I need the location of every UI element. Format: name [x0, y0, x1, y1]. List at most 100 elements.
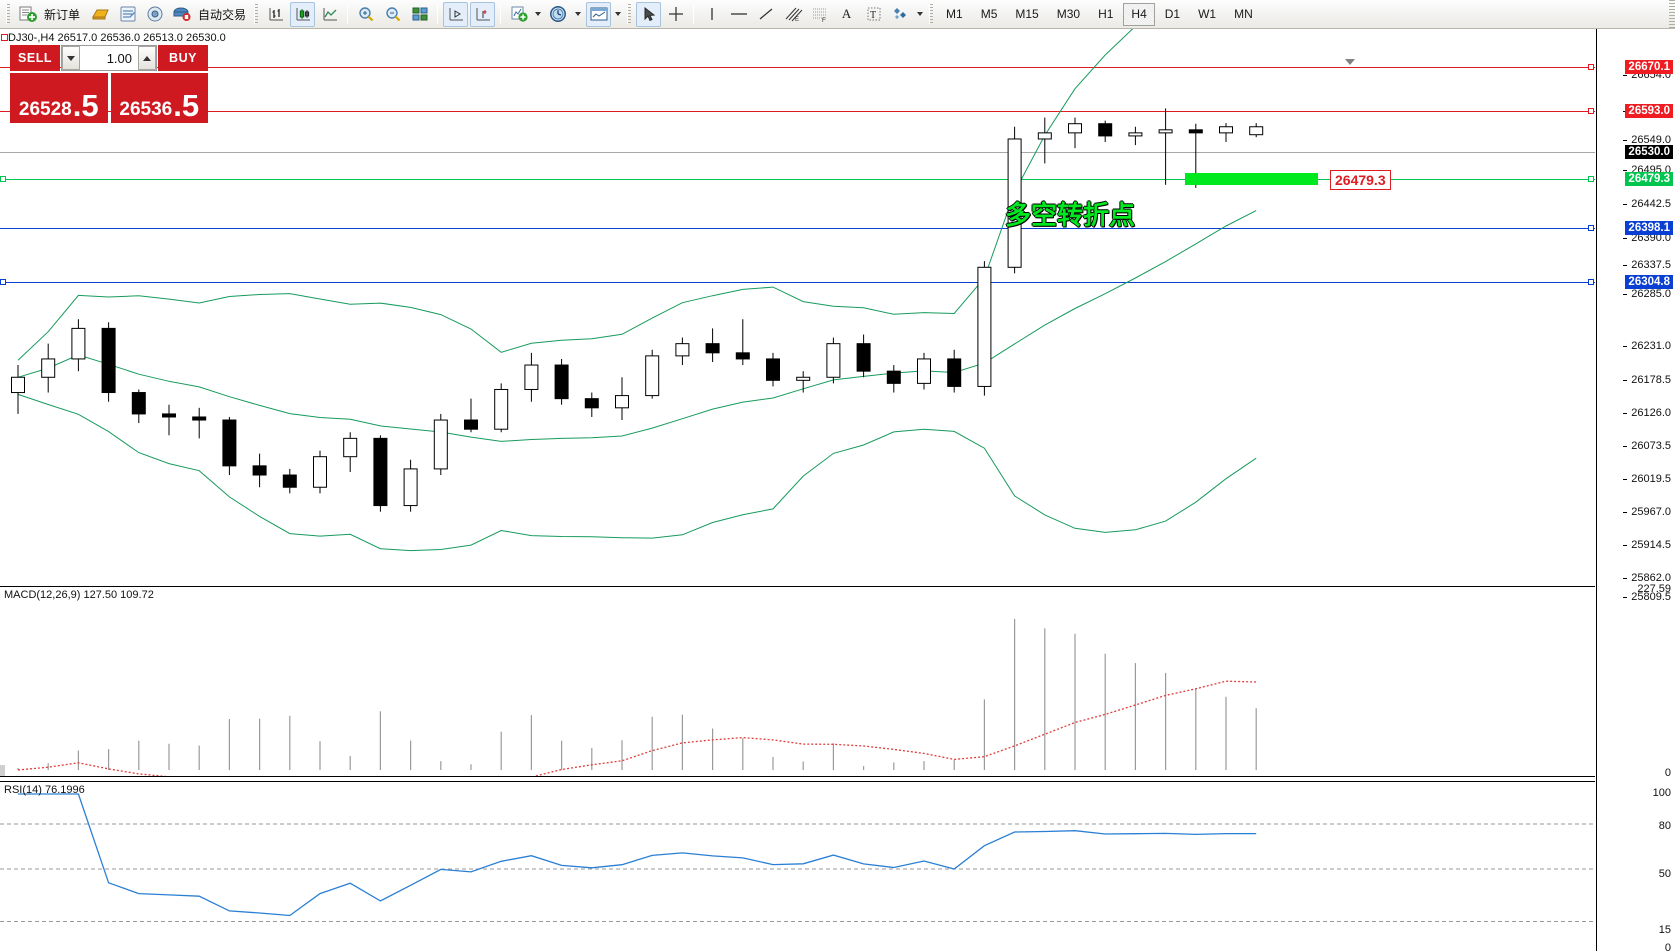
- tile-windows-icon[interactable]: [407, 2, 432, 27]
- cursor-icon[interactable]: [636, 1, 662, 27]
- timeframe-w1[interactable]: W1: [1198, 7, 1217, 21]
- candle: [1158, 108, 1173, 185]
- trendline-icon[interactable]: [753, 2, 778, 27]
- price-tick: 26337.5: [1623, 259, 1671, 271]
- autotrading-label[interactable]: 自动交易: [198, 7, 247, 22]
- candle: [101, 322, 116, 402]
- crosshair-icon[interactable]: [663, 2, 688, 27]
- timeframe-m1[interactable]: M1: [946, 7, 963, 21]
- candle: [524, 352, 539, 402]
- price-tag-26479[interactable]: 26479.3: [1330, 170, 1391, 190]
- add-indicator-dropdown-caret[interactable]: [535, 12, 542, 16]
- timeframe-d1[interactable]: D1: [1164, 7, 1181, 21]
- price-line-26593[interactable]: [0, 111, 1595, 112]
- volume-decrease-button[interactable]: [62, 46, 80, 70]
- price-line-26479-ask[interactable]: [0, 179, 1595, 180]
- svg-text:F: F: [822, 18, 826, 22]
- add-indicator-icon[interactable]: [506, 2, 531, 27]
- gold-bar-icon[interactable]: [88, 2, 113, 27]
- rsi-tick: 0: [1664, 767, 1671, 779]
- price-line-handle-26398[interactable]: [1588, 225, 1594, 231]
- timeframe-m15[interactable]: M15: [1015, 7, 1039, 21]
- rsi-tick: 80: [1658, 820, 1671, 832]
- one-click-trading-panel[interactable]: SELL 1.00 BUY 26528 .5 26536 .5: [10, 45, 208, 123]
- rsi-line: [18, 793, 1257, 917]
- timeframe-h4[interactable]: H4: [1123, 2, 1155, 26]
- bar-chart-icon[interactable]: [263, 2, 288, 27]
- candlestick-chart-icon[interactable]: [290, 1, 316, 27]
- chart-corner-handle[interactable]: [1, 34, 8, 41]
- timeframe-h1[interactable]: H1: [1098, 7, 1114, 21]
- candle: [766, 352, 780, 387]
- sell-price[interactable]: 26528 .5: [10, 73, 108, 123]
- price-line-26530-current: [0, 152, 1595, 153]
- macd-tick: 227.59: [1637, 583, 1671, 595]
- macd-pane[interactable]: MACD(12,26,9) 127.50 109.72: [0, 586, 1595, 777]
- timeframe-m5[interactable]: M5: [980, 7, 998, 21]
- candle: [977, 261, 992, 396]
- zoom-in-icon[interactable]: [353, 2, 378, 27]
- toolbar-grip-4[interactable]: [929, 4, 934, 24]
- price-pane[interactable]: DJ30-,H4 26517.0 26536.0 26513.0 26530.0…: [0, 29, 1595, 585]
- price-tag-red[interactable]: 26593.0: [1625, 104, 1673, 118]
- volume-input[interactable]: 1.00: [106, 50, 132, 66]
- price-tick: 26178.5: [1623, 374, 1671, 386]
- price-line-handle-26304[interactable]: [1588, 279, 1594, 285]
- price-line-26398[interactable]: [0, 228, 1595, 229]
- text-label-icon[interactable]: T: [861, 2, 886, 27]
- volume-increase-button[interactable]: [138, 46, 156, 70]
- shapes-dropdown-caret[interactable]: [917, 12, 924, 16]
- volume-stepper[interactable]: 1.00: [61, 45, 157, 71]
- sell-button[interactable]: SELL: [10, 45, 60, 71]
- toolbar-grip-2[interactable]: [254, 4, 259, 24]
- price-scale[interactable]: 26654.026601.526549.026495.026442.526390…: [1596, 29, 1675, 951]
- price-line-handle-26670[interactable]: [1588, 64, 1594, 70]
- new-order-label[interactable]: 新订单: [44, 7, 81, 22]
- chart-container[interactable]: DJ30-,H4 26517.0 26536.0 26513.0 26530.0…: [0, 29, 1675, 951]
- templates-dropdown-caret[interactable]: [615, 12, 622, 16]
- toolbar-grip[interactable]: [6, 4, 10, 24]
- vertical-line-icon[interactable]: [699, 2, 724, 27]
- line-chart-icon[interactable]: [317, 2, 342, 27]
- price-line-26670[interactable]: [0, 67, 1595, 68]
- price-line-handle-left-26479[interactable]: [0, 176, 6, 182]
- toolbar-grip-3[interactable]: [627, 4, 632, 24]
- price-tag-red[interactable]: 26670.1: [1625, 60, 1673, 74]
- autoscroll-marker-icon[interactable]: [1345, 59, 1355, 65]
- toolbar-scroll-grip[interactable]: [1669, 0, 1675, 29]
- horizontal-line-icon[interactable]: [726, 2, 751, 27]
- candle: [1068, 117, 1082, 149]
- templates-icon[interactable]: [586, 1, 612, 27]
- period-clock-icon[interactable]: [546, 2, 571, 27]
- timeframe-m30[interactable]: M30: [1056, 7, 1081, 21]
- period-dropdown-caret[interactable]: [575, 12, 582, 16]
- macd-resize-handle[interactable]: [0, 765, 5, 776]
- price-tag-blue[interactable]: 26398.1: [1625, 221, 1673, 235]
- buy-price[interactable]: 26536 .5: [110, 73, 208, 123]
- market-watch-icon[interactable]: [115, 2, 140, 27]
- equidistant-channel-icon[interactable]: E: [780, 2, 805, 27]
- expert-advisor-icon[interactable]: [169, 2, 194, 27]
- candle: [433, 413, 448, 476]
- new-order-icon[interactable]: [15, 2, 40, 27]
- text-tool-icon[interactable]: A: [841, 6, 852, 21]
- timeframe-mn[interactable]: MN: [1234, 7, 1253, 21]
- price-tag-green[interactable]: 26479.3: [1625, 172, 1673, 186]
- chart-shift-icon[interactable]: [443, 1, 469, 27]
- price-line-handle-left-26304[interactable]: [0, 279, 6, 285]
- chart-autoscroll-icon[interactable]: [470, 1, 496, 27]
- navigator-icon[interactable]: [142, 2, 167, 27]
- price-line-handle-26593[interactable]: [1588, 108, 1594, 114]
- buy-button[interactable]: BUY: [158, 45, 208, 71]
- price-line-26304[interactable]: [0, 282, 1595, 283]
- price-tag-black[interactable]: 26530.0: [1625, 145, 1673, 159]
- shapes-icon[interactable]: [888, 2, 913, 27]
- price-tag-blue[interactable]: 26304.8: [1625, 275, 1673, 289]
- price-line-handle-26479[interactable]: [1588, 176, 1594, 182]
- fibonacci-icon[interactable]: F: [807, 2, 832, 27]
- rsi-pane[interactable]: RSI(14) 76.1996: [0, 781, 1595, 951]
- candle: [71, 319, 86, 372]
- candle: [826, 337, 841, 384]
- zoom-out-icon[interactable]: [380, 2, 405, 27]
- candle: [615, 377, 629, 421]
